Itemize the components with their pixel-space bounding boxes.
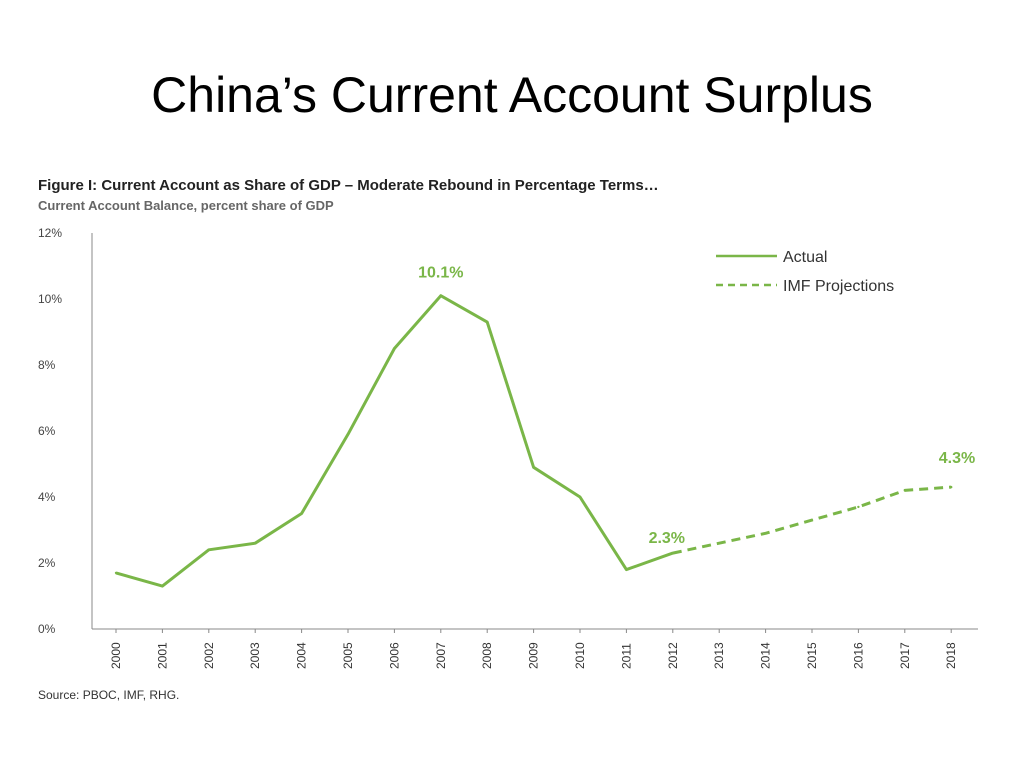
data-point [439, 294, 442, 297]
data-point [161, 584, 164, 588]
x-tick-label: 2011 [619, 643, 633, 669]
data-point [950, 485, 953, 489]
data-point [532, 466, 535, 469]
x-tick-label: 2001 [155, 642, 169, 669]
x-tick-label: 2003 [248, 642, 262, 669]
y-tick-label: 12% [38, 226, 62, 240]
x-tick-label: 2014 [759, 642, 773, 669]
x-tick-label: 2017 [898, 642, 912, 669]
x-tick-label: 2000 [109, 642, 123, 669]
figure-subtitle: Current Account Balance, percent share o… [38, 198, 334, 213]
data-label: 2.3% [649, 530, 685, 547]
y-tick-label: 10% [38, 292, 62, 306]
data-point [625, 568, 628, 571]
figure-source: Source: PBOC, IMF, RHG. [38, 688, 180, 702]
legend-label: IMF Projections [783, 278, 894, 295]
x-tick-label: 2005 [341, 642, 355, 669]
series-line-actual [115, 294, 674, 588]
data-point [671, 551, 674, 555]
x-tick-label: 2004 [295, 642, 309, 669]
data-point [207, 548, 210, 551]
figure-title: Figure I: Current Account as Share of GD… [38, 177, 659, 194]
x-tick-label: 2006 [387, 642, 401, 669]
y-tick-label: 6% [38, 424, 56, 438]
data-point [718, 542, 721, 545]
x-tick-label: 2007 [434, 642, 448, 669]
data-point [903, 489, 906, 492]
x-tick-label: 2002 [202, 642, 216, 669]
data-point [346, 433, 350, 436]
x-tick-label: 2012 [666, 642, 680, 669]
x-tick-label: 2009 [527, 642, 541, 669]
data-point [764, 532, 767, 535]
x-tick-label: 2010 [573, 642, 587, 669]
slide-title: China’s Current Account Surplus [151, 67, 873, 123]
x-tick-label: 2016 [851, 642, 865, 669]
data-label: 4.3% [939, 450, 975, 467]
y-tick-label: 4% [38, 490, 56, 504]
y-tick-label: 8% [38, 358, 56, 372]
data-point [486, 320, 489, 324]
legend-label: Actual [783, 249, 827, 266]
x-tick-label: 2015 [805, 642, 819, 669]
data-point [300, 512, 303, 515]
x-tick-label: 2008 [480, 642, 494, 669]
data-label: 10.1% [418, 265, 463, 282]
y-tick-label: 0% [38, 622, 56, 636]
data-point [114, 571, 118, 575]
data-point [393, 347, 396, 350]
data-point [810, 518, 814, 522]
data-point [254, 542, 257, 545]
x-tick-label: 2013 [712, 642, 726, 669]
data-point [857, 505, 860, 509]
data-point [578, 495, 582, 499]
x-tick-label: 2018 [944, 642, 958, 669]
y-tick-label: 2% [38, 556, 56, 570]
